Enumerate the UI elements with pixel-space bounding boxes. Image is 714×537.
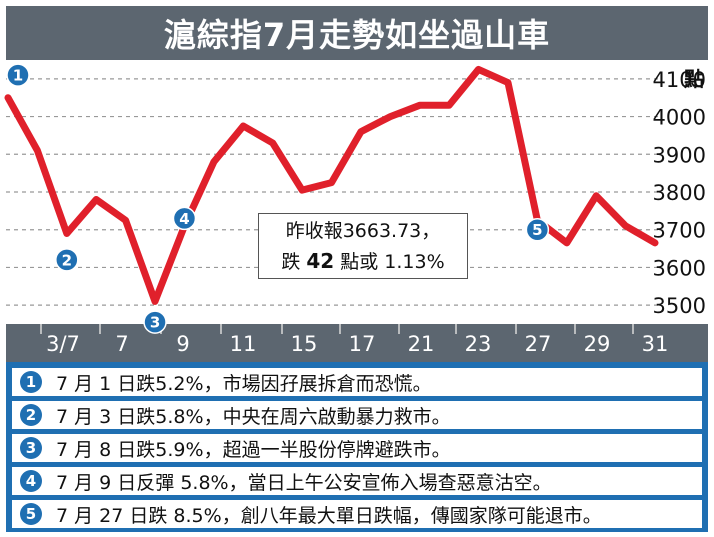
note-number-badge: 3 (20, 437, 42, 459)
note-text: 7 月 8 日跌5.9%，超過一半股份停牌避跌市。 (56, 438, 451, 461)
note-row-3: 3 7 月 8 日跌5.9%，超過一半股份停牌避跌市。 (12, 434, 702, 462)
annotation-line-1: 昨收報3663.73， (285, 219, 441, 242)
notes-panel: 1 7 月 1 日跌5.2%，市場因孖展拆倉而恐慌。 2 7 月 3 日跌5.8… (6, 362, 708, 532)
note-number-badge: 5 (20, 503, 42, 525)
annotation-line-2: 跌 42 點或 1.13% (281, 246, 444, 277)
svg-text:3: 3 (150, 314, 160, 332)
event-marker-4: 4 (172, 206, 197, 231)
y-tick-label: 4100 (653, 68, 706, 92)
line-chart: 3/7 7 9 11 15 17 21 23 27 29 31 350036003700380039… (4, 63, 708, 362)
note-row-4: 4 7 月 9 日反彈 5.8%，當日上午公安宣佈入場查惡意沽空。 (12, 467, 702, 495)
event-marker-5: 5 (525, 217, 550, 242)
y-tick-label: 4000 (653, 106, 706, 130)
note-number-badge: 2 (20, 404, 42, 426)
x-tick-label: 21 (408, 332, 435, 356)
y-axis-unit: 點 (684, 67, 704, 91)
note-row-2: 2 7 月 3 日跌5.8%，中央在周六啟動暴力救市。 (12, 401, 702, 429)
annotation-line-2-prefix: 跌 (281, 250, 301, 273)
x-tick-label: 9 (176, 332, 189, 356)
svg-text:1: 1 (13, 67, 23, 85)
x-tick-label: 7 (115, 332, 128, 356)
x-tick-label: 3/7 (46, 332, 80, 356)
chart-title: 滬綜指7月走勢如坐過山車 (163, 16, 551, 54)
note-text: 7 月 3 日跌5.8%，中央在周六啟動暴力救市。 (56, 405, 451, 428)
y-tick-label: 3600 (653, 256, 706, 280)
annotation-line-2-suffix: 點或 1.13% (340, 250, 445, 273)
x-tick-label: 17 (349, 332, 376, 356)
y-tick-label: 3900 (653, 143, 706, 167)
note-text: 7 月 27 日跌 8.5%，創八年最大單日跌幅，傳國家隊可能退市。 (56, 504, 602, 527)
note-row-5: 5 7 月 27 日跌 8.5%，創八年最大單日跌幅，傳國家隊可能退市。 (12, 500, 702, 528)
event-marker-3: 3 (143, 310, 167, 334)
x-tick-label: 15 (291, 332, 318, 356)
x-tick-label: 29 (584, 332, 611, 356)
svg-text:4: 4 (179, 210, 189, 228)
x-tick-label: 11 (230, 332, 257, 356)
x-tick-label: 23 (465, 332, 492, 356)
note-number-badge: 1 (20, 371, 42, 393)
x-tick-label: 31 (642, 332, 669, 356)
svg-text:2: 2 (62, 251, 72, 269)
note-row-1: 1 7 月 1 日跌5.2%，市場因孖展拆倉而恐慌。 (12, 368, 702, 396)
x-tick-label: 27 (525, 332, 552, 356)
svg-text:5: 5 (532, 221, 542, 239)
annotation-drop-points: 42 (306, 248, 335, 273)
event-marker-1: 1 (6, 63, 30, 87)
x-axis-band (6, 324, 708, 362)
note-text: 7 月 1 日跌5.2%，市場因孖展拆倉而恐慌。 (56, 372, 432, 395)
close-annotation: 昨收報3663.73， 跌 42 點或 1.13% (258, 213, 468, 279)
y-tick-label: 3800 (653, 181, 706, 205)
note-number-badge: 4 (20, 470, 42, 492)
y-tick-label: 3500 (653, 294, 706, 318)
event-marker-2: 2 (55, 248, 79, 272)
note-text: 7 月 9 日反彈 5.8%，當日上午公安宣佈入場查惡意沽空。 (56, 471, 552, 494)
y-tick-label: 3700 (653, 219, 706, 243)
chart-title-bar: 滬綜指7月走勢如坐過山車 (6, 6, 708, 60)
